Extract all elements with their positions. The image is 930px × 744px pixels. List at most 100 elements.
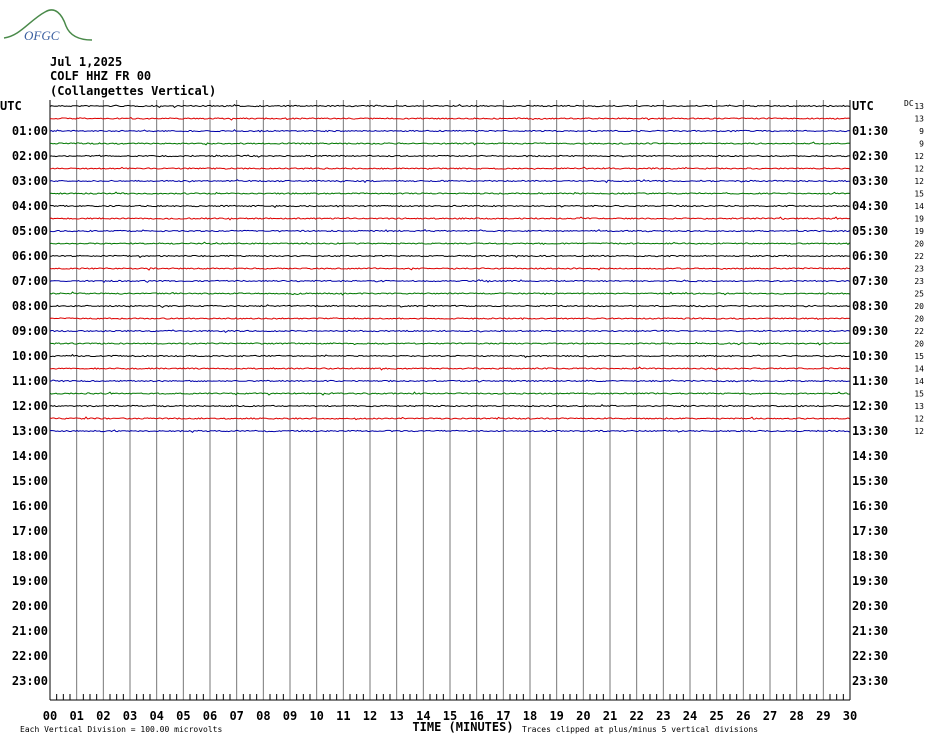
dc-label: DC [904,99,914,108]
x-tick-label: 16 [469,709,483,723]
dc-value: 15 [914,352,924,361]
trace [49,204,850,209]
x-tick-label: 20 [576,709,590,723]
dc-value: 12 [914,165,924,174]
x-tick-label: 19 [549,709,563,723]
left-label: 03:00 [12,174,48,188]
x-tick-label: 17 [496,709,510,723]
left-label: 04:00 [12,199,48,213]
left-label: 21:00 [12,624,48,638]
trace [49,416,850,421]
x-tick-label: 04 [149,709,163,723]
trace [49,329,850,334]
header-line: COLF HHZ FR 00 [50,69,151,83]
left-label: 08:00 [12,299,48,313]
x-tick-label: 12 [363,709,377,723]
left-label: 12:00 [12,399,48,413]
left-label: UTC [0,99,22,113]
footer-right: Traces clipped at plus/minus 5 vertical … [522,725,758,734]
right-label: 23:30 [852,674,888,688]
header-line: (Collangettes Vertical) [50,84,216,98]
right-label: 03:30 [852,174,888,188]
x-tick-label: 10 [309,709,323,723]
left-label: 23:00 [12,674,48,688]
dc-value: 20 [914,240,924,249]
left-label: 18:00 [12,549,48,563]
trace [49,291,850,296]
dc-value: 25 [914,290,924,299]
x-tick-label: 01 [69,709,83,723]
right-label: 10:30 [852,349,888,363]
dc-value: 14 [914,202,924,211]
left-label: 02:00 [12,149,48,163]
right-label: 18:30 [852,549,888,563]
x-tick-label: 26 [736,709,750,723]
header-line: Jul 1,2025 [50,55,122,69]
dc-value: 14 [914,365,924,374]
trace [49,241,850,246]
left-label: 05:00 [12,224,48,238]
trace [49,391,850,396]
dc-value: 23 [914,277,924,286]
right-label: 11:30 [852,374,888,388]
dc-value: 14 [914,377,924,386]
trace [49,403,850,408]
right-label: 02:30 [852,149,888,163]
right-label: 22:30 [852,649,888,663]
dc-value: 20 [914,315,924,324]
left-label: 17:00 [12,524,48,538]
right-label: 16:30 [852,499,888,513]
trace [50,254,850,259]
x-tick-label: 28 [789,709,803,723]
x-tick-label: 05 [176,709,190,723]
left-label: 09:00 [12,324,48,338]
footer-left: Each Vertical Division = 100.00 microvol… [20,725,222,734]
dc-value: 12 [914,152,924,161]
left-label: 14:00 [12,449,48,463]
left-label: 07:00 [12,274,48,288]
x-tick-label: 23 [656,709,670,723]
left-label: 22:00 [12,649,48,663]
dc-value: 22 [914,327,924,336]
x-tick-label: 00 [43,709,57,723]
trace [49,191,850,195]
x-tick-label: 18 [523,709,537,723]
dc-value: 19 [914,215,924,224]
dc-value: 22 [914,252,924,261]
trace [49,179,850,184]
right-label: 08:30 [852,299,888,313]
trace [49,341,850,346]
trace [49,366,850,371]
right-label: UTC [852,99,874,113]
right-label: 09:30 [852,324,888,338]
left-label: 20:00 [12,599,48,613]
right-label: 05:30 [852,224,888,238]
left-label: 16:00 [12,499,48,513]
left-label: 13:00 [12,424,48,438]
x-tick-label: 24 [683,709,697,723]
trace [49,103,850,109]
left-label: 15:00 [12,474,48,488]
dc-value: 15 [914,390,924,399]
logo-curve [3,9,93,41]
dc-value: 12 [914,177,924,186]
x-tick-label: 11 [336,709,350,723]
dc-value: 20 [914,302,924,311]
dc-value: 9 [919,127,924,136]
right-label: 17:30 [852,524,888,538]
x-tick-label: 06 [203,709,217,723]
x-tick-label: 08 [256,709,270,723]
x-tick-label: 03 [123,709,137,723]
x-tick-label: 30 [843,709,857,723]
left-label: 10:00 [12,349,48,363]
dc-value: 12 [914,415,924,424]
logo-text: OFGC [24,28,60,43]
right-label: 01:30 [852,124,888,138]
x-tick-label: 13 [389,709,403,723]
trace [49,166,850,170]
left-label: 06:00 [12,249,48,263]
dc-value: 19 [914,227,924,236]
trace [49,154,850,158]
dc-value: 13 [914,115,924,124]
